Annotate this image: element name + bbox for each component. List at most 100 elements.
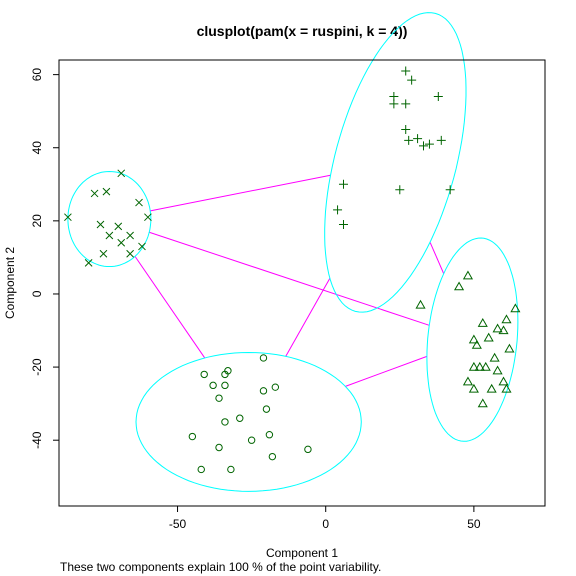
cluster-ellipse: [426, 237, 519, 442]
data-point-circle: [236, 414, 244, 422]
y-tick-label: 40: [30, 141, 44, 155]
x-axis: -50 0 50: [169, 506, 481, 531]
cluster-connector-line: [429, 241, 445, 274]
y-axis: -40 -20 0 20 40 60: [30, 68, 59, 449]
cluster-connectors: [134, 174, 445, 387]
data-point-plus: [419, 141, 428, 151]
data-point-triangle: [471, 339, 482, 349]
data-point-triangle: [492, 323, 503, 333]
cluster-connector-line: [134, 256, 206, 359]
data-point-triangle: [453, 281, 465, 291]
data-point-cross: [102, 187, 111, 196]
x-tick-label: 0: [322, 517, 329, 531]
data-point-triangle: [483, 332, 494, 342]
cluster-ellipse: [324, 12, 467, 313]
data-point-plus: [407, 75, 417, 85]
data-point-circle: [271, 383, 280, 391]
data-point-triangle: [477, 398, 488, 408]
data-point-circle: [215, 394, 223, 402]
data-point-triangle: [486, 383, 497, 393]
variability-note: These two components explain 100 % of th…: [60, 560, 381, 574]
data-point-circle: [221, 381, 229, 390]
data-point-triangle: [477, 318, 488, 327]
data-point-circle: [265, 431, 274, 439]
data-point-triangle: [498, 325, 509, 335]
data-point-cross: [96, 220, 105, 229]
cluster-connector-line: [149, 231, 430, 326]
data-point-cross: [105, 231, 114, 240]
data-point-plus: [436, 135, 446, 145]
data-point-plus: [445, 185, 455, 195]
data-point-triangle: [510, 303, 521, 313]
data-point-plus: [404, 135, 414, 145]
data-point-cross: [84, 259, 93, 267]
data-point-circle: [259, 387, 268, 395]
data-point-circle: [304, 445, 312, 454]
cluster-ellipses: [67, 12, 519, 492]
chart-title: clusplot(pam(x = ruspini, k = 4)): [197, 23, 408, 39]
data-point-cross: [99, 249, 108, 258]
data-point-triangle: [474, 361, 485, 371]
data-point-plus: [433, 92, 443, 102]
data-point-cross: [64, 213, 72, 222]
data-point-triangle: [468, 334, 479, 344]
y-axis-title: Component 2: [3, 247, 17, 319]
data-point-cross: [117, 238, 126, 247]
x-tick-label: 50: [467, 517, 481, 531]
data-point-circle: [259, 354, 268, 362]
data-point-plus: [338, 179, 348, 189]
data-point-plus: [413, 134, 423, 144]
data-point-triangle: [462, 270, 474, 280]
data-point-plus: [401, 66, 411, 76]
y-tick-label: -40: [30, 431, 44, 449]
cluster-connector-line: [150, 174, 331, 212]
data-point-triangle: [489, 352, 500, 362]
data-points: [64, 66, 521, 474]
cluster-ellipse: [135, 351, 362, 492]
data-point-plus: [424, 139, 434, 149]
data-point-circle: [200, 370, 208, 379]
data-point-circle: [215, 443, 223, 452]
data-point-plus: [333, 205, 343, 215]
data-point-circle: [227, 465, 235, 474]
data-point-circle: [209, 381, 217, 390]
data-point-cross: [114, 222, 123, 231]
data-point-plus: [401, 99, 411, 109]
y-tick-label: 0: [30, 290, 44, 297]
data-point-plus: [338, 220, 348, 230]
data-point-plus: [389, 99, 399, 109]
cluster-connector-line: [345, 355, 428, 387]
data-point-circle: [221, 370, 229, 379]
y-tick-label: 20: [30, 214, 44, 228]
x-tick-label: -50: [169, 517, 187, 531]
data-point-circle: [247, 436, 256, 444]
data-point-triangle: [462, 376, 474, 386]
data-point-circle: [197, 465, 205, 474]
data-point-triangle: [501, 314, 512, 324]
data-point-cross: [138, 242, 146, 251]
data-point-plus: [401, 124, 411, 134]
data-point-triangle: [492, 365, 503, 375]
data-point-circle: [221, 418, 229, 426]
data-point-triangle: [504, 343, 515, 353]
data-point-cross: [117, 169, 126, 178]
cluster-connector-line: [285, 277, 331, 357]
data-point-circle: [188, 432, 197, 441]
data-point-cross: [126, 249, 134, 258]
plot-frame: [58, 59, 546, 507]
data-point-plus: [395, 185, 405, 195]
data-point-cross: [144, 213, 152, 222]
data-point-triangle: [415, 299, 426, 309]
data-point-triangle: [468, 361, 479, 371]
data-point-circle: [268, 452, 277, 461]
data-point-cross: [126, 231, 134, 240]
cluster-ellipse: [67, 170, 152, 267]
data-point-triangle: [498, 376, 509, 386]
data-point-triangle: [501, 383, 512, 393]
data-point-circle: [262, 405, 271, 413]
data-point-cross: [90, 189, 99, 198]
data-point-triangle: [480, 361, 491, 371]
data-point-cross: [135, 198, 143, 207]
y-tick-label: -20: [30, 358, 44, 376]
